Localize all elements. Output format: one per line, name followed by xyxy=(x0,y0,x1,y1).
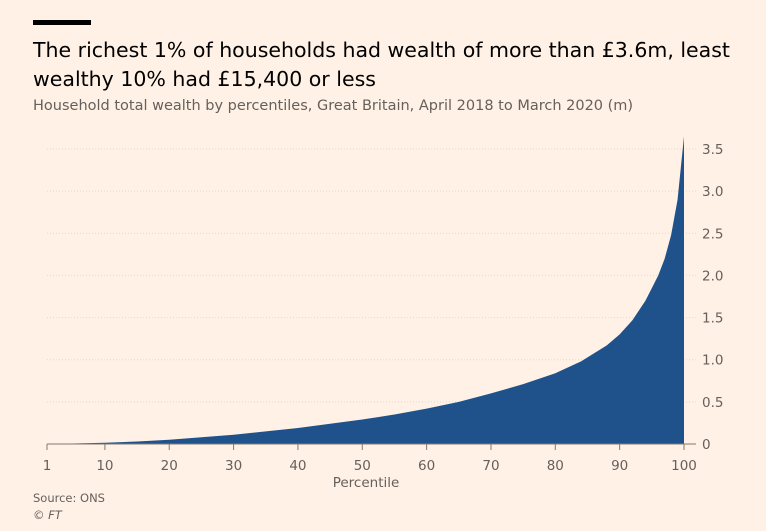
x-tick-label: 40 xyxy=(289,458,306,474)
chart-subtitle: Household total wealth by percentiles, G… xyxy=(33,98,634,114)
x-tick-label: 80 xyxy=(547,458,564,474)
x-tick-label: 20 xyxy=(161,458,178,474)
x-tick-label: 70 xyxy=(482,458,499,474)
y-tick-label: 2.0 xyxy=(702,268,723,284)
x-tick-label: 90 xyxy=(611,458,628,474)
wealth-area xyxy=(47,136,684,445)
y-tick-label: 1.5 xyxy=(702,311,723,327)
y-tick-label: 3.0 xyxy=(702,184,723,200)
y-tick-label: 3.5 xyxy=(702,142,723,158)
y-tick-label: 2.5 xyxy=(702,226,723,242)
x-tick-label: 100 xyxy=(671,458,697,474)
x-tick-label: 60 xyxy=(418,458,435,474)
y-tick-label: 0.5 xyxy=(702,395,723,411)
x-tick-label: 50 xyxy=(354,458,371,474)
source-note: Source: ONS xyxy=(33,491,105,505)
x-tick-label: 30 xyxy=(225,458,242,474)
x-axis-label: Percentile xyxy=(333,475,400,491)
ft-topbar xyxy=(33,20,91,25)
copyright-note: © FT xyxy=(33,508,62,522)
x-tick-label: 1 xyxy=(43,458,52,474)
chart-title: The richest 1% of households had wealth … xyxy=(33,38,730,91)
y-tick-label: 1.0 xyxy=(702,353,723,369)
y-tick-label: 0 xyxy=(702,437,711,453)
x-tick-label: 10 xyxy=(96,458,113,474)
